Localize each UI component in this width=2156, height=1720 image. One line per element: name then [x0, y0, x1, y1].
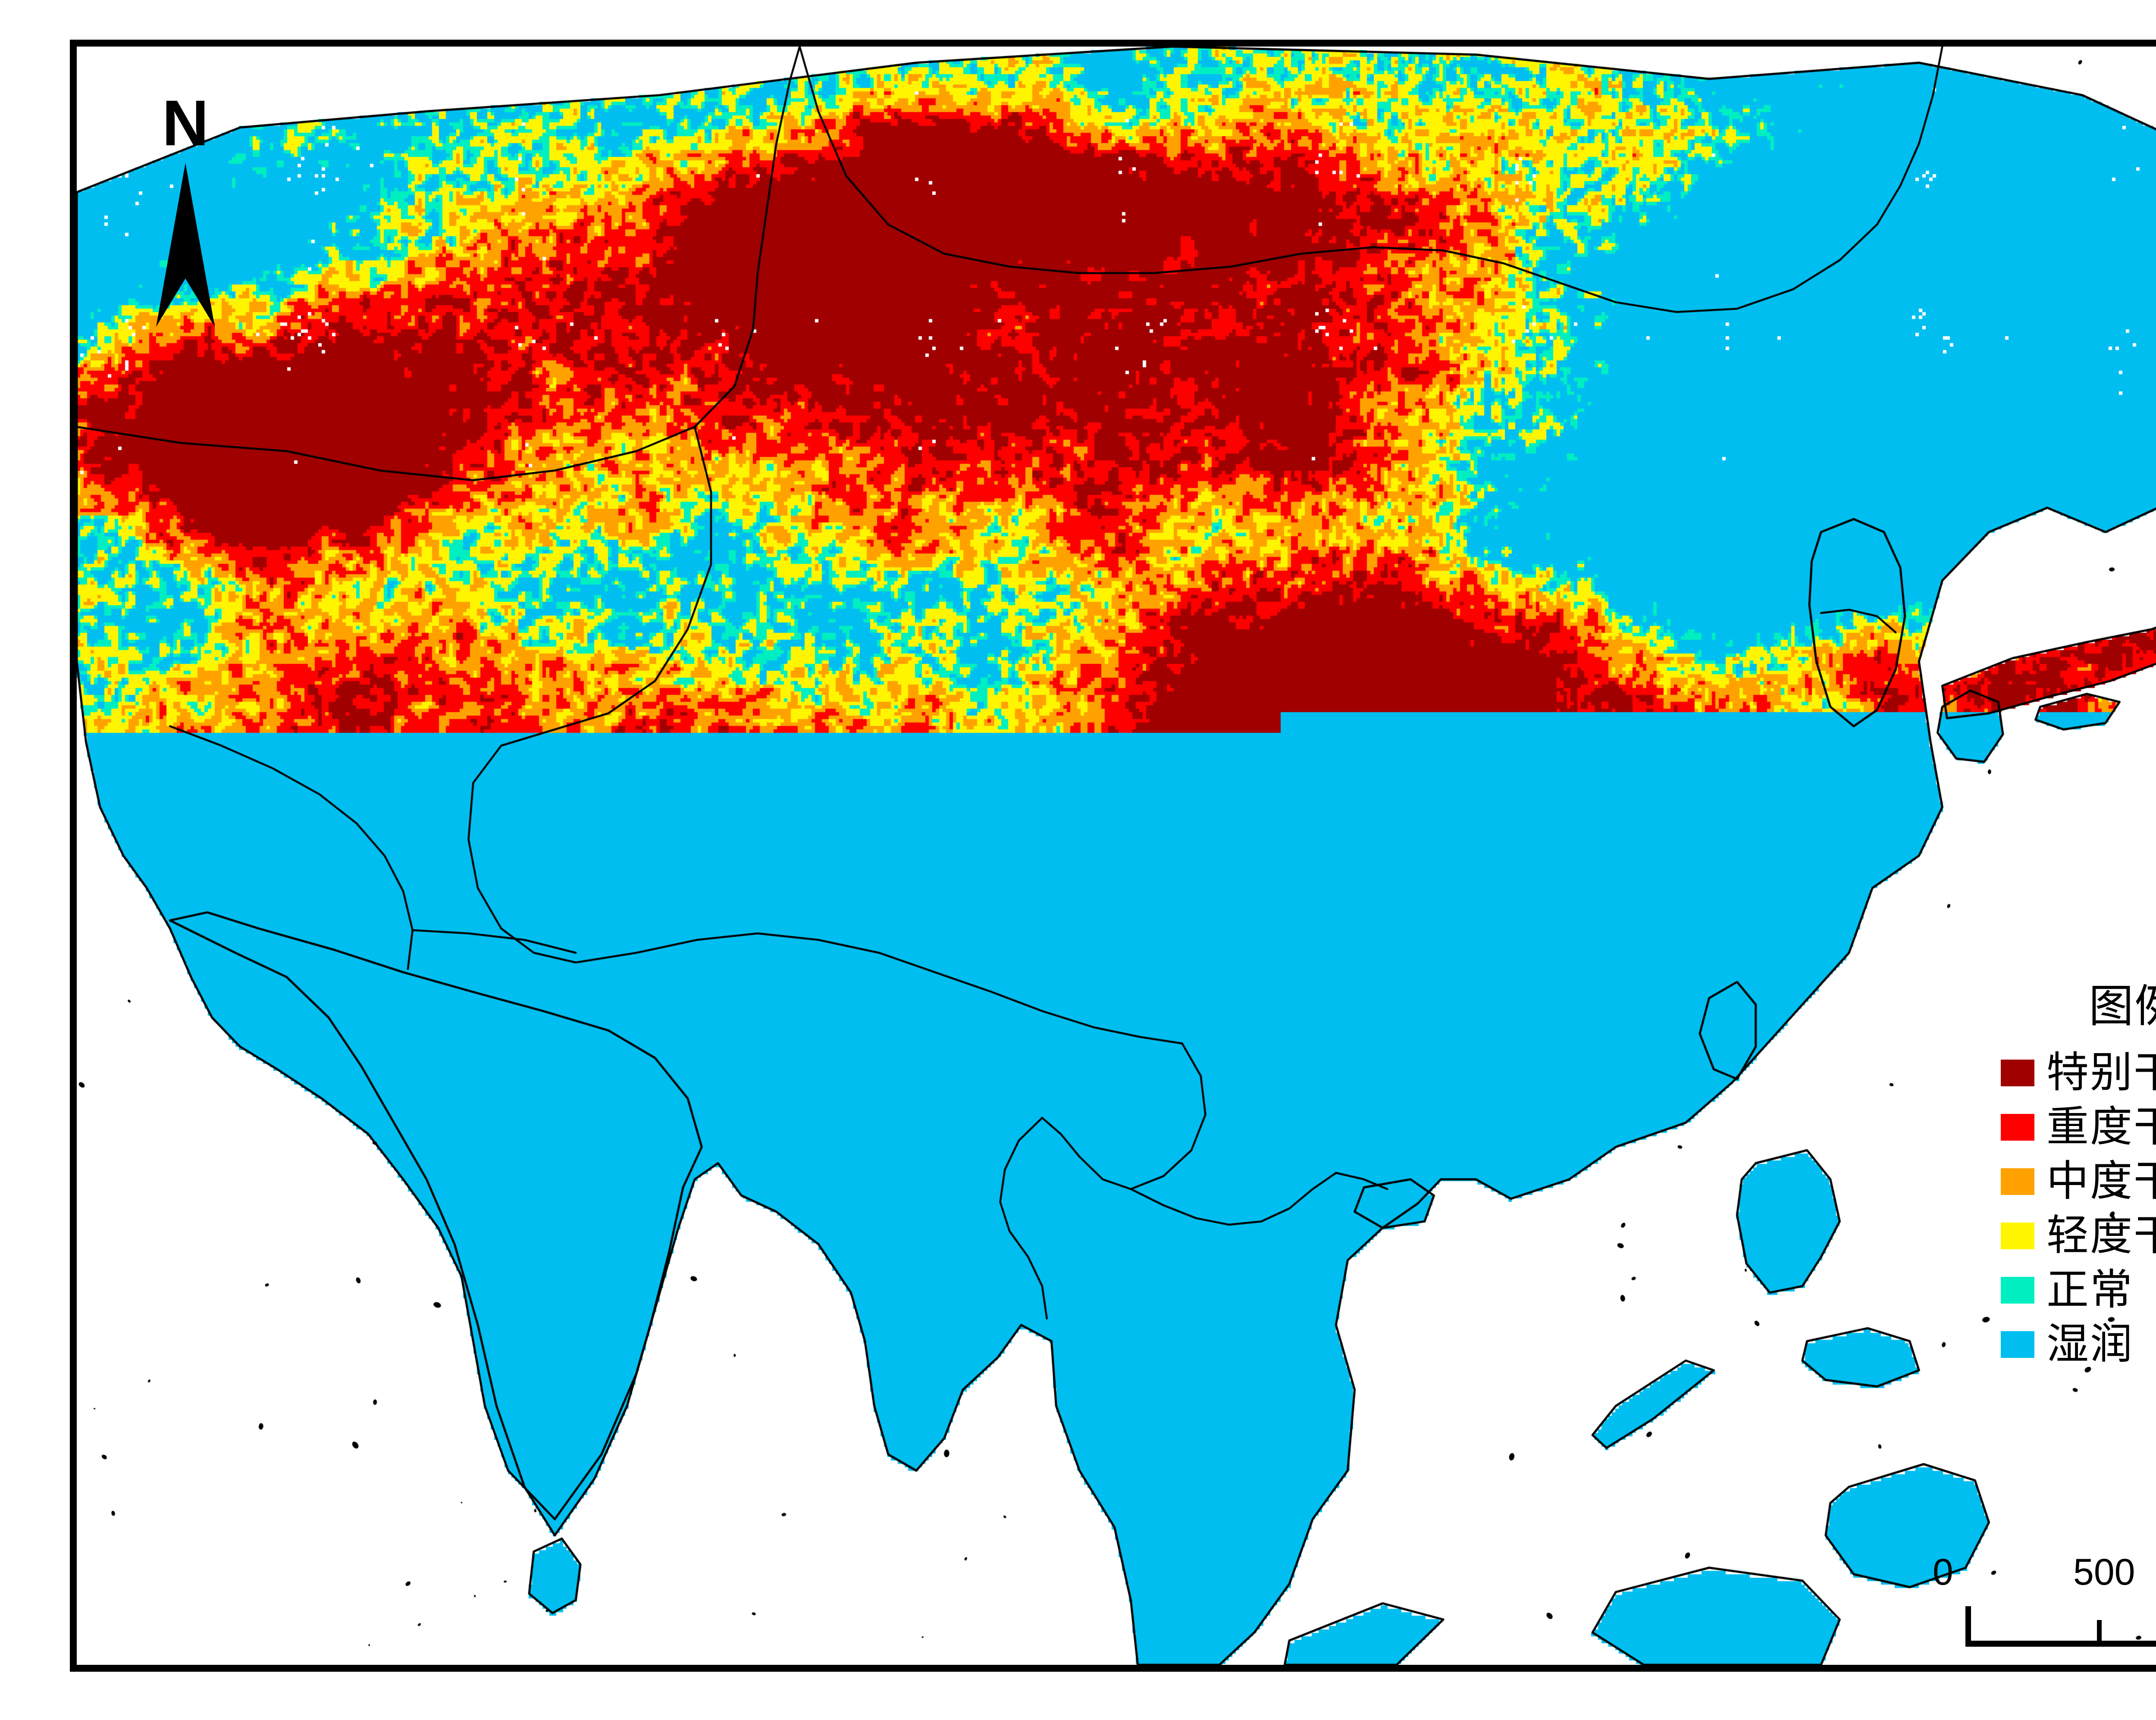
scale-tick-label-0: 0: [1933, 1551, 1953, 1593]
scale-bar-graphic: [1965, 1606, 2156, 1647]
legend-swatch-mild-drought: [2001, 1223, 2034, 1249]
legend: 图例 特别干旱 重度干旱 中度干旱 轻度干旱 正常: [2001, 983, 2156, 1448]
legend-swatch-moderate-drought: [2001, 1168, 2034, 1195]
legend-item-wet[interactable]: 湿润: [2001, 1317, 2156, 1372]
legend-item-mild-drought[interactable]: 轻度干旱: [2001, 1209, 2156, 1263]
legend-item-extreme-drought[interactable]: 特别干旱: [2001, 1046, 2156, 1100]
north-arrow: N: [129, 91, 241, 332]
legend-title: 图例: [2088, 982, 2156, 1032]
legend-label-wet: 湿润: [2046, 1321, 2134, 1368]
legend-label-severe-drought: 重度干旱: [2046, 1104, 2156, 1151]
legend-swatch-severe-drought: [2001, 1114, 2034, 1141]
legend-swatch-wet: [2001, 1331, 2034, 1358]
legend-label-extreme-drought: 特别干旱: [2046, 1050, 2156, 1096]
north-arrow-label: N: [162, 87, 209, 159]
map-viewport[interactable]: [77, 47, 2156, 1665]
legend-swatch-extreme-drought: [2001, 1060, 2034, 1086]
legend-swatch-normal: [2001, 1277, 2034, 1304]
scale-bar: 0 500 1,000 km: [1933, 1543, 2156, 1655]
scale-tick-label-500: 500: [2073, 1551, 2135, 1593]
legend-label-moderate-drought: 中度干旱: [2046, 1158, 2156, 1205]
legend-item-moderate-drought[interactable]: 中度干旱: [2001, 1154, 2156, 1209]
legend-label-mild-drought: 轻度干旱: [2046, 1213, 2156, 1259]
legend-label-normal: 正常: [2046, 1267, 2134, 1313]
legend-item-severe-drought[interactable]: 重度干旱: [2001, 1100, 2156, 1154]
drought-raster-layer: [77, 47, 2156, 1665]
legend-item-list: 特别干旱 重度干旱 中度干旱 轻度干旱 正常 湿润: [2001, 1046, 2156, 1372]
map-frame: [70, 40, 2156, 1672]
north-arrow-icon: [156, 163, 215, 327]
scale-bar-labels: 0 500 1,000 km: [1933, 1543, 2156, 1593]
legend-item-normal[interactable]: 正常: [2001, 1263, 2156, 1317]
